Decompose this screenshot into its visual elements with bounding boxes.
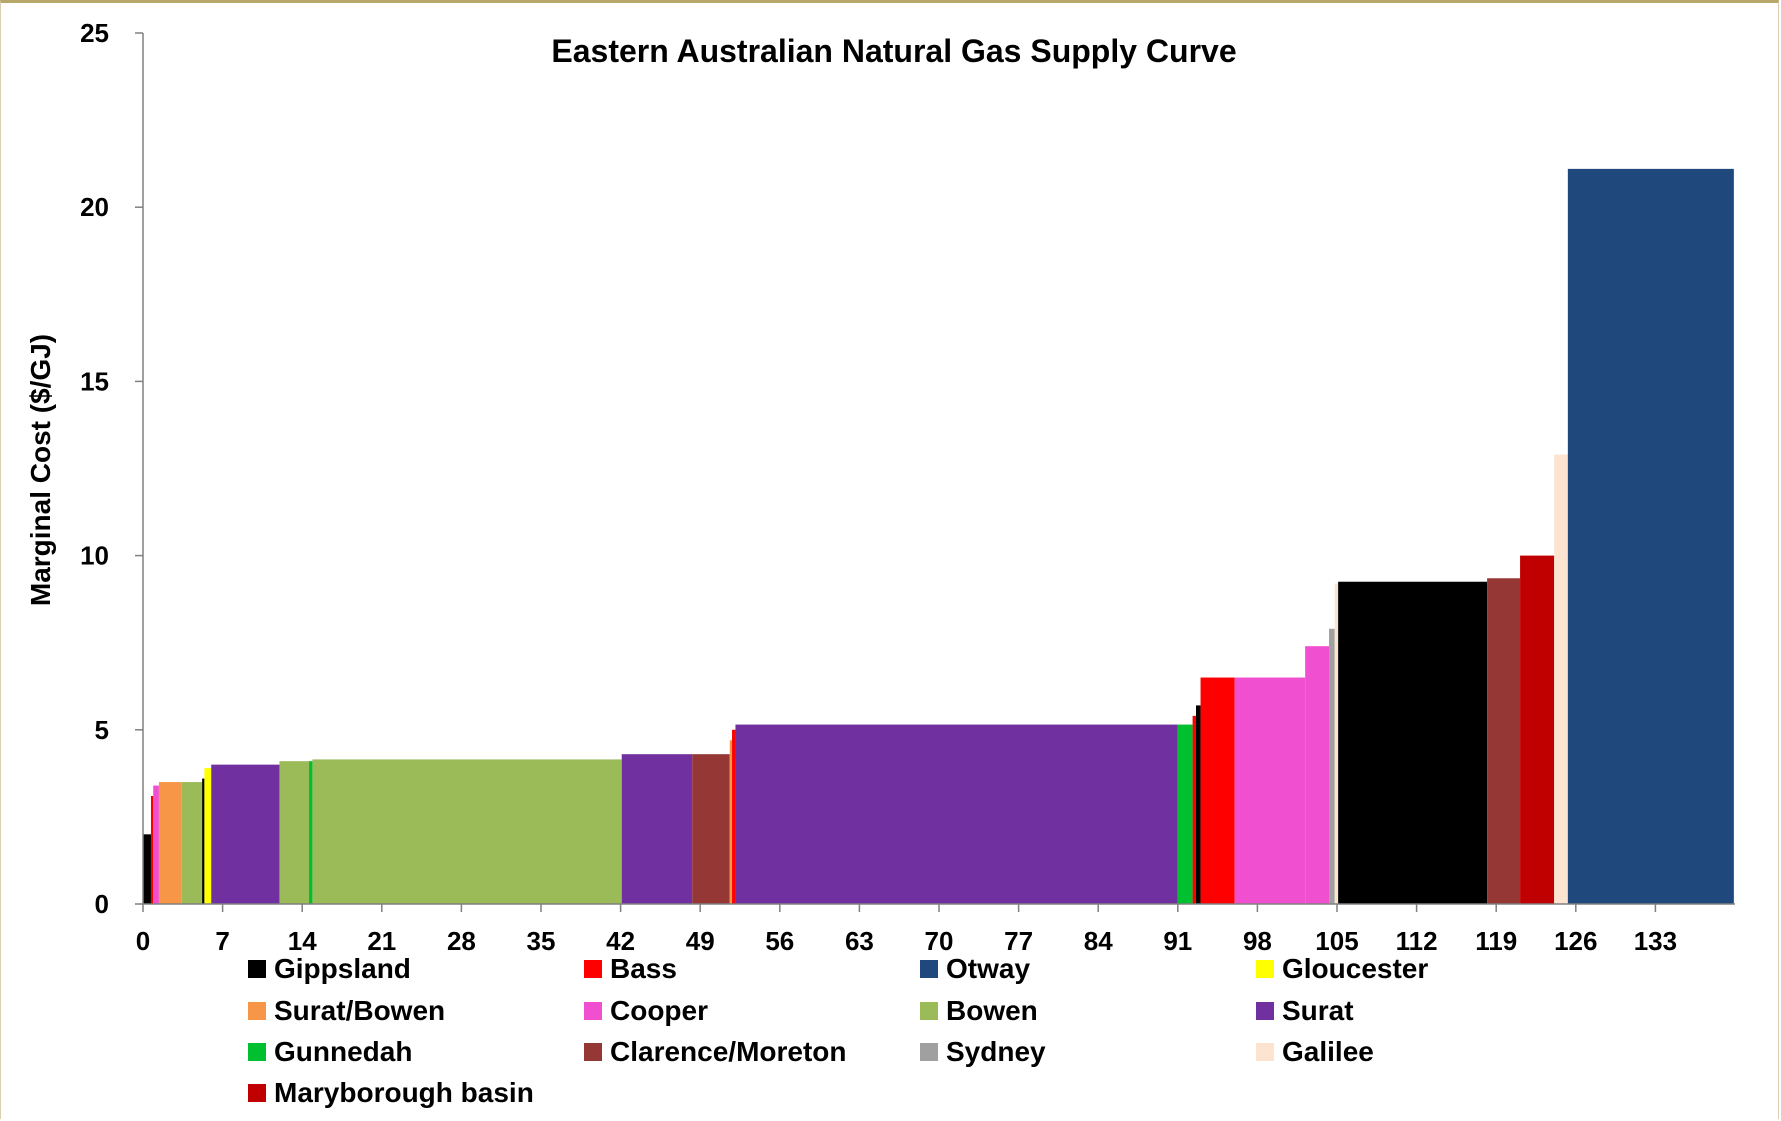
- legend-label-surat: Surat: [1282, 995, 1354, 1026]
- bar-surat-15: [735, 724, 1178, 904]
- legend-swatch-clarence-moreton: [584, 1043, 602, 1061]
- bar-maryborough-basin-26: [1520, 555, 1555, 904]
- y-tick-label: 0: [95, 889, 109, 919]
- bar-bass-14: [732, 729, 736, 904]
- legend-label-cooper: Cooper: [610, 995, 708, 1026]
- legend-swatch-sydney: [920, 1043, 938, 1061]
- legend-swatch-surat: [1256, 1002, 1274, 1020]
- legend-swatch-bass: [584, 960, 602, 978]
- legend-swatch-otway: [920, 960, 938, 978]
- y-tick-label: 5: [95, 715, 109, 745]
- x-tick-label: 0: [136, 926, 150, 956]
- y-ticks-group: 0 5 10 15 20 25: [80, 18, 143, 919]
- x-tick-label: 21: [367, 926, 396, 956]
- x-tick-label: 119: [1475, 926, 1517, 956]
- x-tick-label: 28: [447, 926, 476, 956]
- bar-bowen-10: [312, 759, 622, 904]
- legend-label-gippsland: Gippsland: [274, 953, 411, 984]
- bar-bowen-8: [279, 761, 310, 904]
- legend-label-gunnedah: Gunnedah: [274, 1036, 412, 1067]
- chart-title: Eastern Australian Natural Gas Supply Cu…: [551, 33, 1236, 69]
- bar-gippsland-0: [143, 834, 151, 904]
- bar-cooper-20: [1234, 677, 1306, 904]
- legend-label-bowen: Bowen: [946, 995, 1038, 1026]
- y-tick-label: 10: [80, 541, 109, 571]
- x-tick-label: 126: [1554, 926, 1597, 956]
- x-tick-label: 42: [606, 926, 635, 956]
- legend-swatch-surat-bowen: [248, 1002, 266, 1020]
- legend-swatch-maryborough-basin: [248, 1084, 266, 1102]
- legend-label-bass: Bass: [610, 953, 677, 984]
- bar-cooper-2: [153, 785, 159, 904]
- x-tick-label: 91: [1163, 926, 1192, 956]
- bar-gunnedah-9: [309, 761, 313, 904]
- bar-bass-17: [1192, 715, 1196, 904]
- legend-label-maryborough-basin: Maryborough basin: [274, 1077, 534, 1108]
- legend-label-surat-bowen: Surat/Bowen: [274, 995, 445, 1026]
- x-tick-label: 105: [1315, 926, 1358, 956]
- legend-swatch-gippsland: [248, 960, 266, 978]
- bar-cooper-21: [1305, 646, 1330, 904]
- legend: Gippsland Bass Otway Gloucester Surat/Bowen C…: [248, 953, 1428, 1108]
- bar-galilee-27: [1554, 454, 1568, 904]
- legend-swatch-gunnedah: [248, 1043, 266, 1061]
- x-tick-label: 133: [1634, 926, 1677, 956]
- x-tick-label: 56: [765, 926, 794, 956]
- bars-group: [143, 168, 1734, 905]
- x-tick-label: 70: [925, 926, 954, 956]
- bar-otway-28: [1567, 168, 1734, 905]
- y-tick-label: 25: [80, 18, 109, 48]
- bar-clarence-moreton-25: [1487, 578, 1521, 904]
- bar-surat-bowen-13: [729, 740, 733, 904]
- x-ticks-group: 0 7 14 21 28 35 42 49 56 63 70 77 84 91 98 105 112 119 126…: [136, 904, 1677, 956]
- bar-bass-1: [150, 795, 154, 904]
- x-tick-label: 63: [845, 926, 874, 956]
- bar-galilee-23: [1334, 583, 1339, 904]
- x-tick-label: 49: [686, 926, 715, 956]
- x-tick-label: 14: [288, 926, 317, 956]
- legend-label-galilee: Galilee: [1282, 1036, 1374, 1067]
- y-axis-label: Marginal Cost ($/GJ): [25, 334, 56, 606]
- bar-sydney-22: [1329, 628, 1335, 904]
- bar-gippsland-24: [1338, 581, 1488, 904]
- bar-gunnedah-16: [1177, 724, 1193, 904]
- legend-swatch-cooper: [584, 1002, 602, 1020]
- bar-gloucester-6: [204, 768, 212, 904]
- bar-gippsland-18: [1195, 705, 1201, 904]
- bar-surat-7: [211, 764, 280, 904]
- bar-bass-19: [1200, 677, 1235, 904]
- x-tick-label: 84: [1084, 926, 1113, 956]
- y-tick-label: 20: [80, 192, 109, 222]
- bar-clarence-moreton-12: [692, 754, 730, 904]
- legend-label-clarence-moreton: Clarence/Moreton: [610, 1036, 847, 1067]
- bar-surat-11: [621, 754, 693, 904]
- legend-swatch-gloucester: [1256, 960, 1274, 978]
- y-tick-label: 15: [80, 366, 109, 396]
- x-tick-label: 98: [1243, 926, 1272, 956]
- x-tick-label: 112: [1396, 926, 1438, 956]
- legend-swatch-bowen: [920, 1002, 938, 1020]
- bar-surat-bowen-3: [158, 782, 182, 904]
- legend-label-gloucester: Gloucester: [1282, 953, 1428, 984]
- x-tick-label: 35: [527, 926, 556, 956]
- legend-label-otway: Otway: [946, 953, 1030, 984]
- legend-swatch-galilee: [1256, 1043, 1274, 1061]
- bar-gippsland-5: [202, 778, 205, 904]
- legend-label-sydney: Sydney: [946, 1036, 1046, 1067]
- x-tick-label: 77: [1004, 926, 1033, 956]
- x-tick-label: 7: [215, 926, 229, 956]
- bar-bowen-4: [181, 782, 203, 904]
